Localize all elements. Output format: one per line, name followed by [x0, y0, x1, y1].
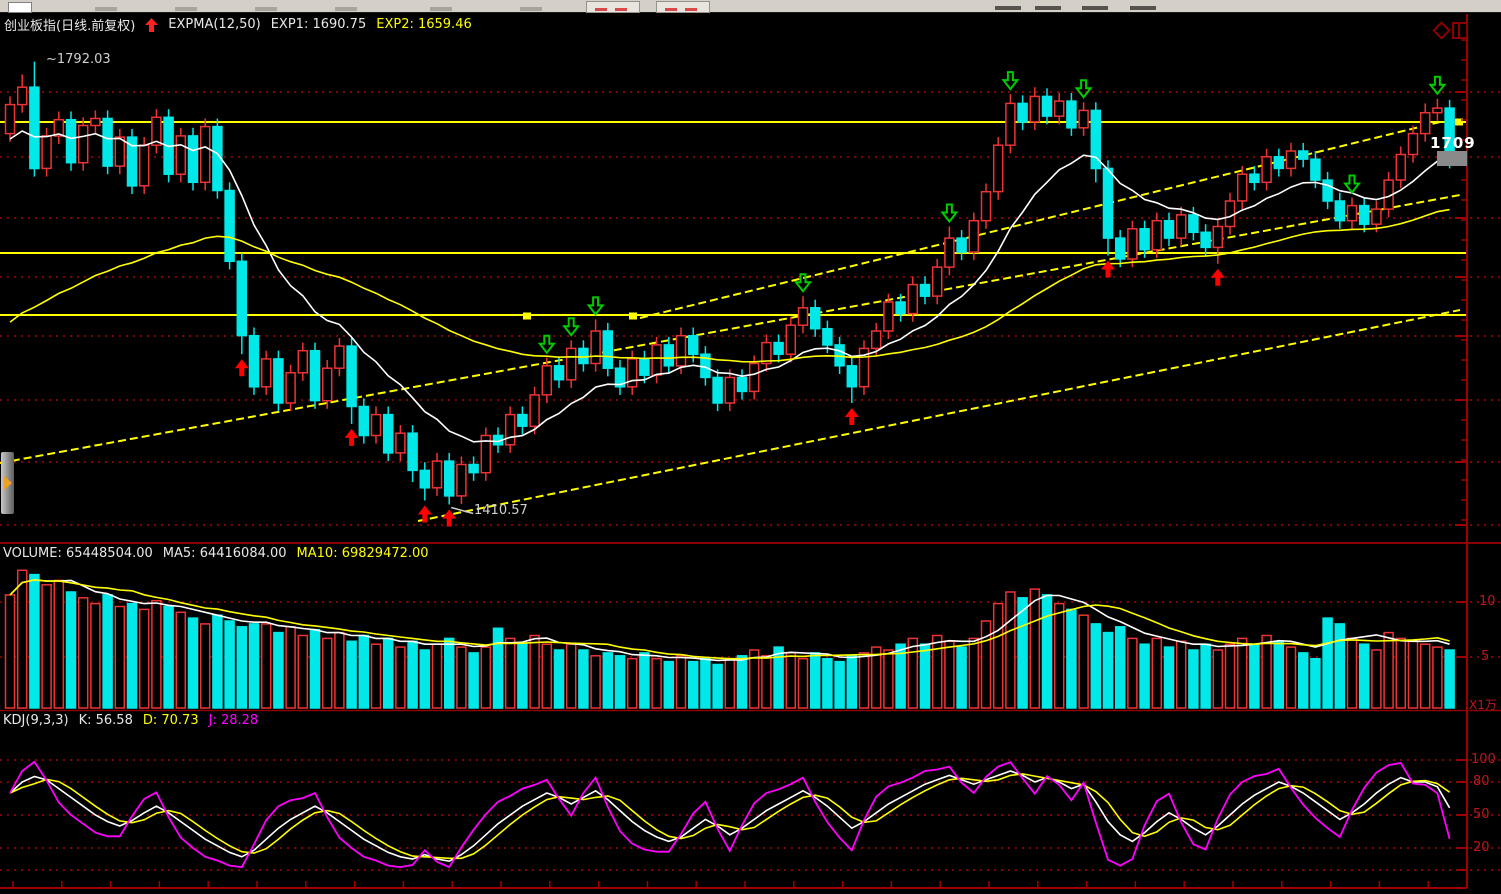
menu-item-remnant [335, 7, 357, 11]
low-annotation: 1410.57 [474, 503, 528, 518]
menu-item-remnant [995, 6, 1021, 10]
menu-item-remnant [1130, 6, 1156, 10]
volume-axis-label: 5 [1481, 649, 1490, 664]
price-tag: 1709 [1430, 133, 1476, 152]
kdj-axis-label: 20 [1473, 840, 1490, 855]
menu-item-remnant [95, 7, 117, 11]
menu-item-remnant [175, 7, 197, 11]
kdj-axis-label: 50 [1473, 807, 1490, 822]
menu-logo-box [8, 2, 32, 13]
menu-item-remnant [1035, 6, 1061, 10]
panel-expand-handle[interactable] [1, 452, 14, 514]
volume-panel-header: VOLUME: 65448504.00 MA5: 64416084.00 MA1… [3, 546, 429, 561]
kdj-d-value: D: 70.73 [142, 713, 199, 728]
kdj-j-value: J: 28.28 [208, 713, 259, 728]
exp2-value: EXP2: 1659.46 [376, 17, 472, 32]
kdj-axis-label: 100 [1471, 752, 1496, 767]
volume-ma10-value: MA10: 69829472.00 [296, 546, 429, 561]
volume-axis-label: 10 [1479, 594, 1496, 609]
menu-item-remnant [520, 7, 542, 11]
menu-item-remnant [255, 7, 277, 11]
quote-button[interactable] [586, 1, 640, 13]
symbol-title: 创业板指(日线.前复权) [4, 19, 136, 34]
kdj-axis-label: 80 [1473, 774, 1490, 789]
menu-item-remnant [430, 7, 452, 11]
menu-item-remnant [1082, 6, 1108, 10]
trend-up-arrow-icon [145, 17, 159, 32]
volume-label: VOLUME: 65448504.00 [3, 546, 153, 561]
indicator-label: EXPMA(12,50) [168, 17, 261, 32]
volume-unit-label: X1万 [1469, 698, 1497, 712]
high-annotation: ~1792.03 [46, 52, 111, 67]
split-window-icon[interactable] [1452, 22, 1468, 39]
quote-button[interactable] [656, 1, 710, 13]
expand-arrow-icon [4, 476, 12, 490]
main-panel-header: 创业板指(日线.前复权) EXPMA(12,50) EXP1: 1690.75 … [4, 15, 472, 34]
volume-ma5-value: MA5: 64416084.00 [162, 546, 287, 561]
kdj-label: KDJ(9,3,3) [3, 713, 69, 728]
exp1-value: EXP1: 1690.75 [270, 17, 367, 32]
menu-bar[interactable] [0, 0, 1501, 13]
kdj-k-value: K: 56.58 [78, 713, 133, 728]
kdj-panel-header: KDJ(9,3,3) K: 56.58 D: 70.73 J: 28.28 [3, 713, 258, 728]
